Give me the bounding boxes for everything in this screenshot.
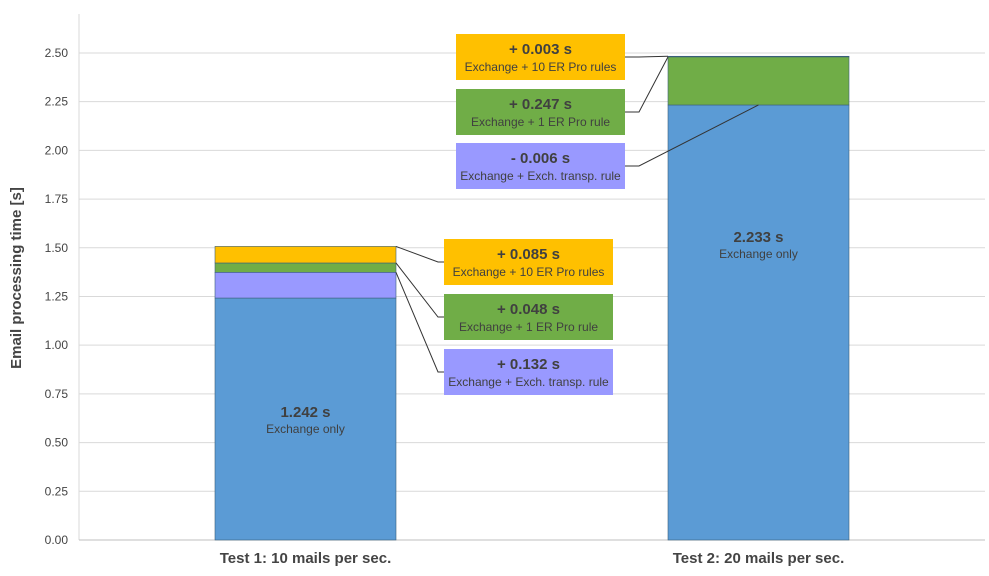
annotation-box [456,143,625,189]
bar-segment [214,272,397,299]
annotation-connector [625,104,759,167]
annotation-box [456,34,625,80]
annotation-box [456,89,625,135]
y-tick-label: 1.50 [45,241,69,255]
y-tick-label: 2.00 [45,143,69,157]
annotation-value: + 0.132 s [497,356,560,373]
y-tick-label: 1.00 [45,338,69,352]
annotation-connectors [395,55,759,373]
y-tick-label: 2.50 [45,46,69,60]
y-tick-label: 2.25 [45,95,69,109]
y-axis-label: Email processing time [s] [8,187,25,369]
y-tick-label: 0.50 [45,436,69,450]
bar-value-label: 1.242 s [280,404,330,421]
annotation-label: Exchange + 10 ER Pro rules [465,60,617,74]
y-tick-label: 0.00 [45,533,69,547]
annotation-value: - 0.006 s [511,150,570,167]
x-category-label: Test 2: 20 mails per sec. [673,550,844,567]
bar-segment [214,262,397,273]
x-category-label: Test 1: 10 mails per sec. [220,550,391,567]
annotation-label: Exchange + 1 ER Pro rule [471,115,610,129]
annotation-label: Exchange + Exch. transp. rule [448,375,609,389]
annotation-box [444,349,613,395]
annotation-connector [625,55,669,58]
y-tick-label: 0.25 [45,484,69,498]
annotation-label: Exchange + 10 ER Pro rules [453,265,605,279]
annotations: + 0.085 s Exchange + 10 ER Pro rules + 0.0… [444,34,625,395]
annotation-label: Exchange + 1 ER Pro rule [459,320,598,334]
annotation-value: + 0.048 s [497,301,560,318]
bar-value-label: 2.233 s [733,229,783,246]
bar-segment [667,55,850,58]
annotation-connector [395,272,444,373]
y-tick-label: 1.25 [45,289,69,303]
bar-segment [214,246,397,264]
annotation-value: + 0.003 s [509,41,572,58]
y-tick-label: 0.75 [45,387,69,401]
annotation-label: Exchange + Exch. transp. rule [460,169,621,183]
bar-segment [214,297,397,541]
bar-series-label: Exchange only [266,422,345,436]
annotation-connector [625,56,669,113]
annotation-value: + 0.247 s [509,96,572,113]
annotation-box [444,239,613,285]
bar-segment [667,56,850,106]
annotation-connector [395,262,444,318]
annotation-box [444,294,613,340]
annotation-connector [395,245,444,263]
annotation-value: + 0.085 s [497,246,560,263]
bar-series-label: Exchange only [719,247,798,261]
bar-segment [667,104,850,541]
y-tick-label: 1.75 [45,192,69,206]
